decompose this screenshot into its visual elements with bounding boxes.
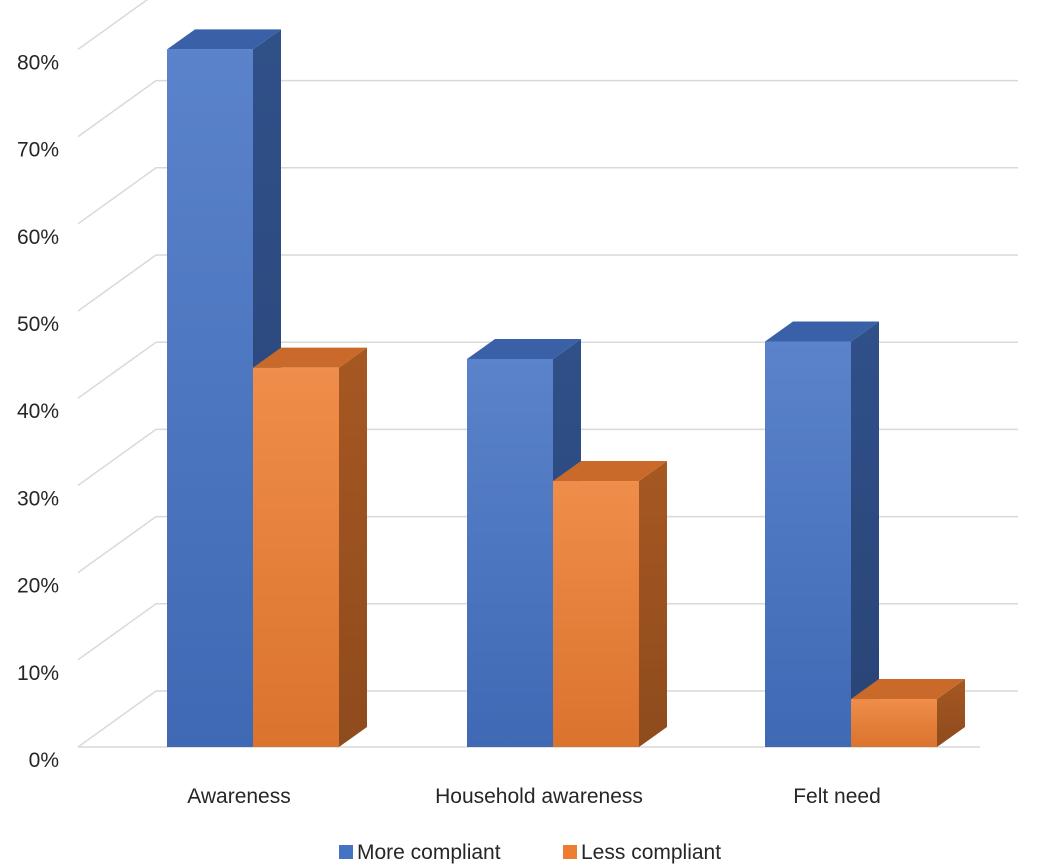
y-tick-label: 70% — [17, 139, 59, 162]
gridline — [77, 603, 1018, 661]
x-axis-category-labels: Awareness Household awareness Felt need — [187, 785, 881, 808]
y-tick-label: 60% — [17, 226, 59, 249]
y-tick-label: 50% — [17, 313, 59, 336]
bar — [253, 347, 367, 747]
legend-swatch — [339, 845, 353, 859]
gridline — [77, 79, 1018, 138]
y-tick-label: 30% — [17, 487, 59, 510]
y-tick-label: 10% — [17, 662, 59, 685]
gridline — [77, 515, 1018, 574]
bar — [167, 29, 281, 747]
y-tick-label: 0% — [29, 749, 59, 772]
bar — [553, 461, 667, 747]
legend-label: More compliant — [357, 841, 501, 864]
legend-item: Less compliant — [563, 841, 721, 864]
y-axis-tick-labels: 0% 10% 20% 30% 40% 50% 60% 70% 80% — [17, 51, 59, 772]
bar — [765, 321, 879, 747]
category-label: Felt need — [793, 785, 881, 808]
category-label: Awareness — [187, 785, 291, 808]
bars — [167, 29, 965, 747]
legend-item: More compliant — [339, 841, 501, 864]
gridline — [77, 428, 1018, 487]
legend-swatch — [563, 845, 577, 859]
gridline — [77, 167, 1018, 225]
y-tick-label: 40% — [17, 400, 59, 423]
y-tick-label: 80% — [17, 51, 59, 74]
y-tick-label: 20% — [17, 575, 59, 598]
legend: More compliant Less compliant — [339, 841, 721, 864]
gridline — [77, 341, 1018, 399]
gridline — [77, 0, 149, 51]
bar — [851, 679, 965, 747]
gridline — [77, 254, 1018, 312]
category-label: Household awareness — [435, 785, 643, 808]
gridline — [77, 690, 1018, 748]
legend-label: Less compliant — [581, 841, 721, 864]
